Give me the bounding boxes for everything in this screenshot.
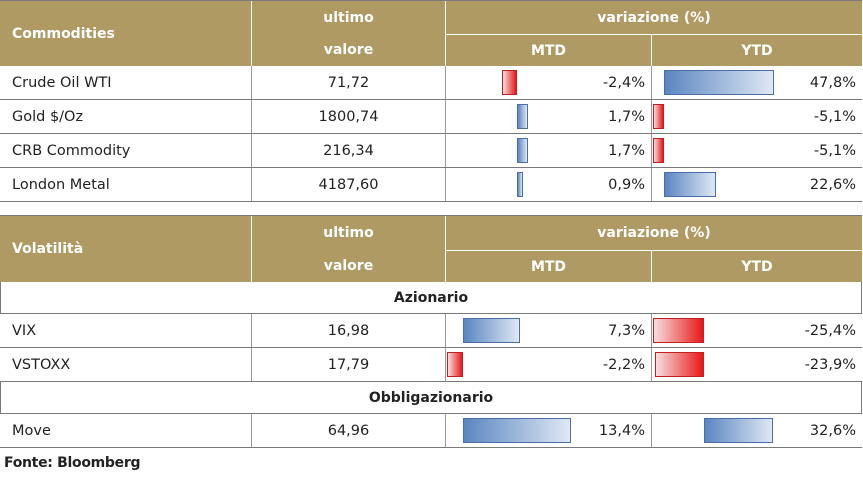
negative-bar <box>654 352 704 377</box>
section-azionario: Azionario <box>0 282 862 314</box>
row-name: CRB Commodity <box>12 142 131 159</box>
valore-label: valore <box>323 258 374 274</box>
row-value: 4187,60 <box>318 176 379 193</box>
positive-bar <box>517 104 528 129</box>
positive-bar <box>704 418 774 443</box>
mtd-value: 1,7% <box>608 142 645 159</box>
ytd-value: 22,6% <box>809 176 856 193</box>
volatilita-title: Volatilità <box>12 241 84 257</box>
negative-bar <box>653 138 664 163</box>
row-value: 216,34 <box>323 142 374 159</box>
commodities-title: Commodities <box>12 25 115 42</box>
commodities-table: Commodities ultimo valore variazione (%)… <box>0 0 862 202</box>
positive-bar <box>463 418 571 443</box>
negative-bar <box>653 318 704 343</box>
ytd-value: -25,4% <box>804 322 856 339</box>
row-name: London Metal <box>12 176 110 193</box>
obbligazionario-rows: Move 64,96 13,4% 32,6% <box>0 414 862 448</box>
ytd-value: -5,1% <box>813 142 856 159</box>
ultimo-label: ultimo <box>323 9 374 26</box>
ytd-value: -5,1% <box>813 108 856 125</box>
ytd-header: YTD <box>741 42 773 59</box>
table-row: CRB Commodity 216,34 1,7% -5,1% <box>0 134 862 168</box>
valore-label: valore <box>323 42 374 58</box>
row-value: 71,72 <box>327 74 370 91</box>
mtd-value: 1,7% <box>608 108 645 125</box>
mtd-header: MTD <box>530 258 567 275</box>
negative-bar <box>653 104 664 129</box>
variazione-label: variazione (%) <box>597 9 711 26</box>
commodities-header: Commodities ultimo valore variazione (%)… <box>0 1 862 66</box>
row-value: 1800,74 <box>318 108 379 125</box>
table-row: VIX 16,98 7,3% -25,4% <box>0 314 862 348</box>
mtd-header: MTD <box>530 42 567 59</box>
negative-bar <box>501 70 517 95</box>
variazione-label: variazione (%) <box>597 225 711 241</box>
azionario-rows: VIX 16,98 7,3% -25,4% VSTOXX 17,79 -2,2% -23,9% <box>0 314 862 382</box>
row-name: VIX <box>12 322 37 339</box>
row-name: Crude Oil WTI <box>12 74 112 91</box>
table-row: Move 64,96 13,4% 32,6% <box>0 414 862 448</box>
positive-bar <box>664 172 717 197</box>
ytd-value: 47,8% <box>809 74 856 91</box>
row-name: VSTOXX <box>12 356 71 373</box>
table-row: Crude Oil WTI 71,72 -2,4% 47,8% <box>0 66 862 100</box>
row-name: Move <box>12 422 51 439</box>
ytd-value: -23,9% <box>804 356 856 373</box>
ytd-value: 32,6% <box>809 422 856 439</box>
table-row: London Metal 4187,60 0,9% 22,6% <box>0 168 862 202</box>
mtd-value: -2,2% <box>602 356 645 373</box>
row-value: 16,98 <box>327 322 370 339</box>
negative-bar <box>447 352 463 377</box>
positive-bar <box>664 70 775 95</box>
volatilita-table: Volatilità ultimo valore variazione (%) … <box>0 215 862 448</box>
mtd-value: 13,4% <box>598 422 645 439</box>
mtd-value: 7,3% <box>608 322 645 339</box>
volatilita-header: Volatilità ultimo valore variazione (%) … <box>0 216 862 282</box>
positive-bar <box>517 172 523 197</box>
row-value: 17,79 <box>327 356 370 373</box>
positive-bar <box>517 138 528 163</box>
row-value: 64,96 <box>327 422 370 439</box>
ytd-header: YTD <box>741 258 773 275</box>
table-row: VSTOXX 17,79 -2,2% -23,9% <box>0 348 862 382</box>
row-name: Gold $/Oz <box>12 108 84 125</box>
positive-bar <box>463 318 520 343</box>
section-obbligazionario: Obbligazionario <box>0 382 862 414</box>
mtd-value: 0,9% <box>608 176 645 193</box>
table-row: Gold $/Oz 1800,74 1,7% -5,1% <box>0 100 862 134</box>
source-footer: Fonte: Bloomberg <box>4 455 141 471</box>
commodities-rows: Crude Oil WTI 71,72 -2,4% 47,8% Gold $/Oz 180… <box>0 66 862 202</box>
mtd-value: -2,4% <box>602 74 645 91</box>
ultimo-label: ultimo <box>323 225 374 241</box>
